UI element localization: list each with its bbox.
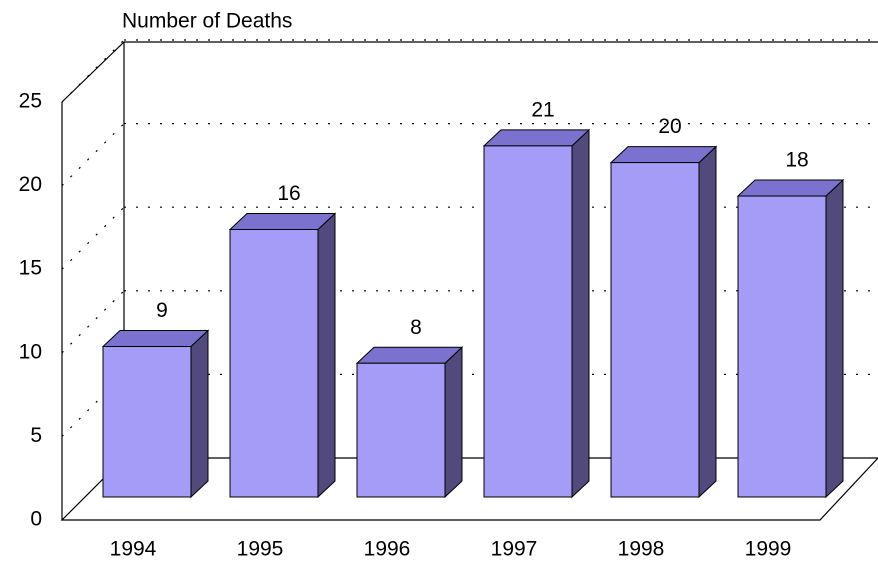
x-tick-label: 1999 — [745, 538, 792, 561]
y-tick-label: 10 — [19, 340, 42, 363]
x-tick-label: 1995 — [237, 538, 284, 561]
bar-side — [698, 145, 717, 499]
bar-top — [609, 146, 718, 164]
value-label: 9 — [156, 299, 168, 322]
grid-line — [61, 39, 125, 103]
y-tick-label: 5 — [30, 424, 42, 447]
grid-line — [61, 290, 125, 354]
bar-top — [736, 179, 845, 197]
y-tick-label: 25 — [19, 90, 42, 113]
value-label: 21 — [531, 98, 554, 121]
bar-side — [444, 346, 463, 499]
bar-side — [317, 212, 336, 499]
bar — [356, 362, 446, 498]
chart-title: Number of Deaths — [122, 10, 292, 33]
bar — [610, 162, 700, 498]
y-tick-label: 15 — [19, 257, 42, 280]
bar-top — [482, 129, 591, 147]
bar — [229, 228, 319, 498]
bar-top — [101, 330, 210, 348]
x-tick-label: 1998 — [618, 538, 665, 561]
bar — [102, 346, 192, 498]
bar-top — [228, 212, 337, 230]
wall-edge — [61, 41, 878, 103]
bar-side — [190, 329, 209, 499]
value-label: 20 — [658, 115, 681, 138]
grid-line — [61, 206, 125, 270]
value-label: 16 — [277, 182, 300, 205]
bar — [483, 145, 573, 498]
value-label: 8 — [410, 316, 422, 339]
x-tick-label: 1997 — [491, 538, 538, 561]
grid-line — [61, 123, 125, 187]
bar-side — [571, 128, 590, 499]
bar-top — [355, 346, 464, 364]
x-tick-label: 1996 — [364, 538, 411, 561]
value-label: 18 — [785, 149, 808, 172]
y-tick-label: 0 — [30, 508, 42, 531]
bar-side — [825, 178, 844, 499]
x-tick-label: 1994 — [110, 538, 157, 561]
y-tick-label: 20 — [19, 173, 42, 196]
bar — [737, 195, 827, 498]
